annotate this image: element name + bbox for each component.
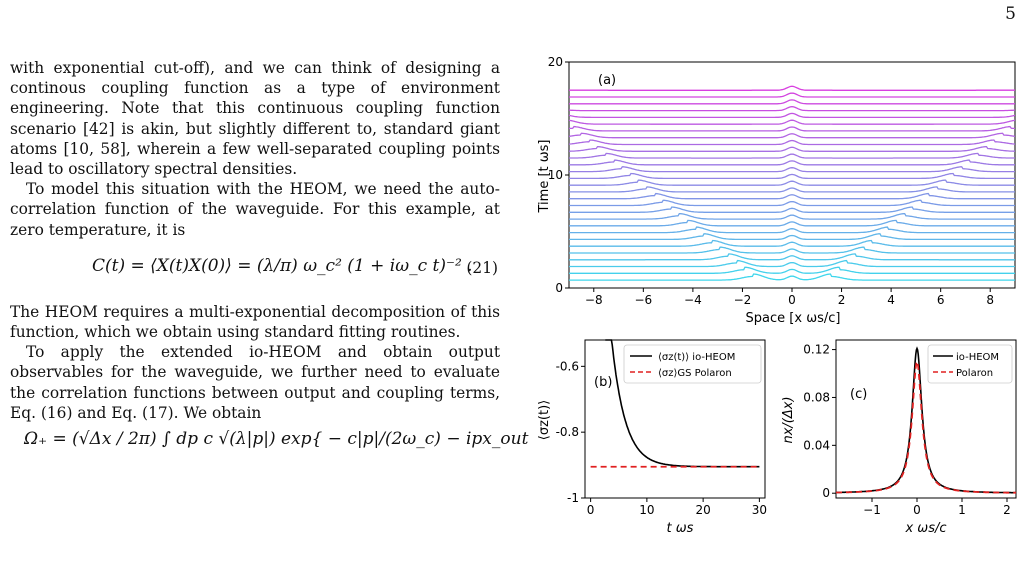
panel-a-ylabel: Time [t ωs]	[537, 140, 552, 214]
panel-a-xtick-label: −4	[684, 293, 702, 307]
equation-21: C(t) = ⟨X(t)X(0)⟩ = (λ/π) ω_c² (1 + iω_c…	[10, 244, 500, 300]
panel-a-ytick-label: 10	[548, 168, 563, 182]
panel-a-line-19	[569, 146, 1015, 152]
panel-c-series	[835, 346, 1017, 494]
legend-b-item-1: ⟨σz(t)⟩ io-HEOM	[658, 352, 735, 363]
panel-a-line-7	[569, 226, 1015, 234]
panel-a-line-10	[569, 206, 1015, 213]
panel-a-yticks: 0 10 20	[548, 55, 569, 295]
panel-b-legend: ⟨σz(t)⟩ io-HEOM ⟨σz⟩GS Polaron	[623, 344, 762, 384]
panel-a-xtick-label: 8	[986, 293, 994, 307]
panel-a-line-20	[568, 139, 1016, 146]
panel-c-ylabel: nx/(Δx)	[781, 396, 796, 443]
panel-a-line-0	[569, 273, 1015, 281]
panel-a-xlabel: Space [x ωs/c]	[746, 311, 841, 326]
panel-a-line-3	[569, 253, 1015, 261]
panel-a-line-23	[568, 119, 1016, 125]
panel-c-ytick-label: 0	[822, 486, 830, 500]
panel-b-label: (b)	[594, 375, 612, 390]
equation-22: Ω₊ = (√Δx / 2π) ∫ dp c √(λ|p|) exp{ − c|…	[10, 423, 528, 483]
panel-a-line-24	[568, 112, 1016, 119]
paragraph-3: The HEOM requires a multi-exponential de…	[10, 302, 500, 342]
panel-a-ytick-label: 20	[548, 55, 563, 69]
panel-c-legend-box	[927, 344, 1013, 384]
panel-c-ytick-label: 0.12	[803, 343, 830, 357]
panel-c-xlabel: x ωs/c	[904, 521, 946, 536]
panel-c-line-polaron	[836, 359, 1017, 494]
panel-c-frame	[835, 339, 1017, 499]
panel-b-ytick-label: -1	[567, 491, 579, 505]
panel-a-line-4	[569, 246, 1015, 254]
panel-c: −1 0 1 2 0 0.04 0.08 0.12 (c) x ωs/c nx/(Δx) io…	[781, 339, 1017, 536]
panel-a-xticks: −8 −6 −4 −2 0 2 4 6 8	[585, 288, 994, 307]
left-column: with exponential cut-off), and we can th…	[10, 58, 528, 483]
page-number: 5	[1005, 4, 1016, 24]
panel-a-line-28	[569, 85, 1015, 91]
panel-a-xtick-label: 4	[887, 293, 895, 307]
panel-b-ylabel: ⟨σz(t)⟩	[537, 400, 552, 440]
panel-a-line-25	[568, 105, 1016, 112]
panel-b-xtick-label: 20	[695, 503, 710, 517]
panel-a-line-1	[569, 266, 1015, 274]
panel-a-xtick-label: −2	[734, 293, 752, 307]
panel-b-series	[590, 339, 760, 468]
panel-a-line-6	[569, 233, 1015, 241]
panel-b-xtick-label: 0	[587, 503, 595, 517]
panel-a-line-8	[569, 219, 1015, 227]
panel-a-line-18	[569, 152, 1015, 159]
panel-a-line-2	[569, 259, 1015, 268]
panel-a-line-21	[568, 132, 1016, 139]
panel-b-xtick-label: 30	[752, 503, 767, 517]
panel-b: 0 10 20 30 -0.6 -0.8 -1 (b) t ωs ⟨σz(t)⟩ ⟨σz(t…	[537, 339, 767, 536]
panel-a-xtick-label: 2	[838, 293, 846, 307]
panel-b-xtick-label: 10	[639, 503, 654, 517]
panel-c-xtick-label: 0	[913, 503, 921, 517]
panel-b-legend-box	[623, 344, 762, 384]
panel-a-ytick-label: 0	[555, 281, 563, 295]
panel-c-ticks: −1 0 1 2 0 0.04 0.08 0.12	[803, 343, 1011, 517]
panel-a-line-11	[569, 199, 1015, 207]
panel-a-line-15	[569, 172, 1015, 180]
panel-a-xtick-label: 0	[788, 293, 796, 307]
panel-a-line-5	[569, 239, 1015, 247]
panel-c-legend: io-HEOM Polaron	[927, 344, 1013, 384]
panel-a-xtick-label: −8	[585, 293, 603, 307]
panel-a-xtick-label: −6	[634, 293, 652, 307]
panel-a-label: (a)	[598, 73, 616, 88]
panel-a: −8 −6 −4 −2 0 2 4 6 8 0 10 20 (a) Space [x ωs/c] T…	[537, 55, 1016, 326]
legend-c-item-2: Polaron	[956, 368, 993, 379]
panel-a-line-12	[569, 192, 1015, 200]
paragraph-2: To model this situation with the HEOM, w…	[10, 180, 500, 239]
paragraph-1: with exponential cut-off), and we can th…	[10, 59, 500, 179]
equation-22-body: Ω₊ = (√Δx / 2π) ∫ dp c √(λ|p|) exp{ − c|…	[24, 429, 529, 450]
equation-21-body: C(t) = ⟨X(t)X(0)⟩ = (λ/π) ω_c² (1 + iω_c…	[92, 255, 473, 276]
panel-a-line-13	[569, 186, 1015, 193]
panel-c-xtick-label: 2	[1003, 503, 1011, 517]
panel-a-line-9	[569, 213, 1015, 220]
panel-b-frame	[584, 339, 766, 499]
panel-a-xtick-label: 6	[937, 293, 945, 307]
panel-a-line-27	[569, 92, 1015, 98]
panel-a-line-16	[569, 166, 1015, 173]
panel-c-ytick-label: 0.08	[803, 390, 830, 404]
panel-a-line-14	[569, 179, 1015, 186]
panel-a-series	[568, 85, 1016, 281]
panel-a-line-22	[568, 125, 1016, 132]
paragraph-4: To apply the extended io-HEOM and obtain…	[10, 343, 500, 422]
panel-c-label: (c)	[850, 387, 867, 402]
equation-21-number: (21)	[466, 258, 498, 277]
panel-c-xtick-label: 1	[958, 503, 966, 517]
panel-c-ytick-label: 0.04	[803, 438, 830, 452]
panel-b-ytick-label: -0.6	[556, 359, 579, 373]
panel-b-ticks: 0 10 20 30 -0.6 -0.8 -1	[556, 359, 767, 517]
panel-c-xtick-label: −1	[863, 503, 881, 517]
legend-c-item-1: io-HEOM	[956, 352, 999, 363]
panel-b-ytick-label: -0.8	[556, 425, 579, 439]
panel-a-line-17	[569, 159, 1015, 166]
legend-b-item-2: ⟨σz⟩GS Polaron	[658, 368, 732, 379]
panel-a-line-26	[568, 99, 1016, 105]
panel-b-xlabel: t ωs	[667, 521, 694, 536]
